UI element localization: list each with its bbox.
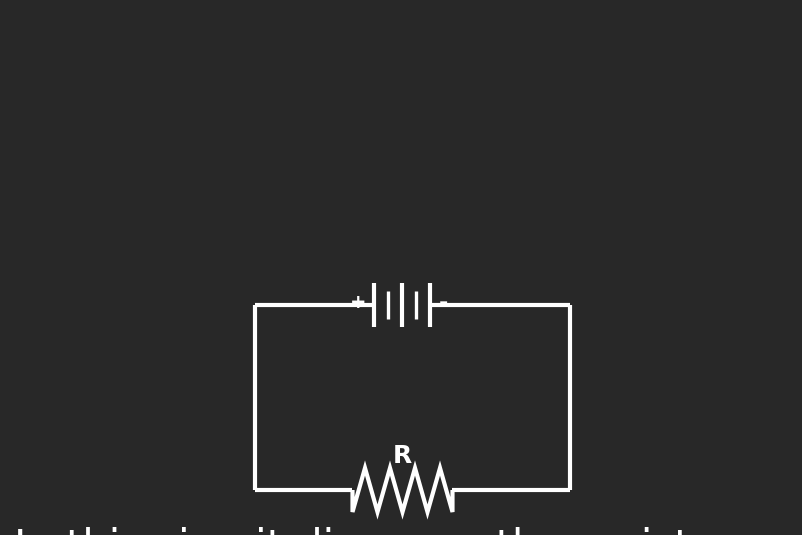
Text: R: R <box>392 444 411 468</box>
Text: -: - <box>438 293 448 313</box>
Text: In this circuit diagram, the resistance is
100 ohms, and the current is 0.1
ampe: In this circuit diagram, the resistance … <box>14 527 802 535</box>
Text: +: + <box>350 294 366 312</box>
